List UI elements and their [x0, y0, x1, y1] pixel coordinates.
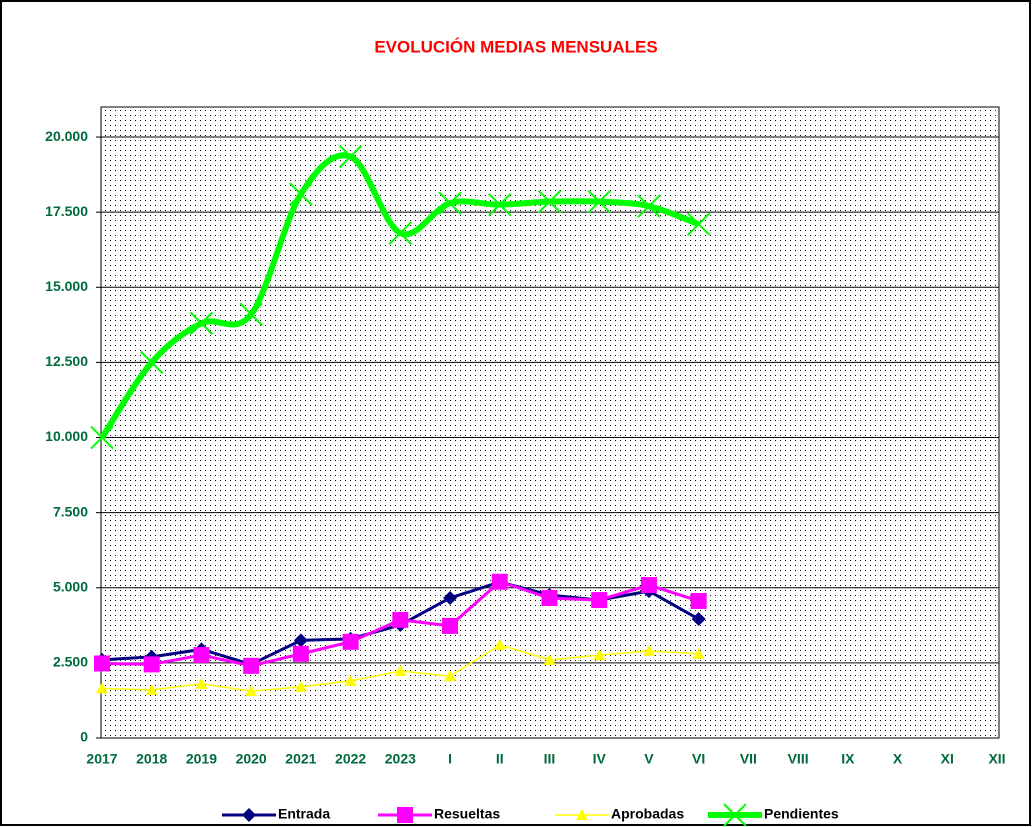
marker — [692, 647, 705, 659]
x-tick-label: VII — [740, 751, 757, 767]
legend-label: Pendientes — [764, 806, 839, 822]
y-tick-label: 15.000 — [45, 278, 88, 294]
marker — [587, 189, 611, 214]
marker — [294, 680, 307, 692]
y-tick-label: 0 — [80, 729, 88, 745]
x-tick-label: I — [448, 751, 452, 767]
marker — [493, 638, 506, 650]
marker — [488, 192, 512, 217]
x-tick-label: X — [893, 751, 903, 767]
marker — [145, 683, 158, 695]
x-tick-label: IV — [593, 751, 607, 767]
x-tick-label: II — [496, 751, 504, 767]
y-tick-label: 20.000 — [45, 128, 88, 144]
chart-title: EVOLUCIÓN MEDIAS MENSUALES — [374, 37, 657, 56]
marker — [245, 685, 258, 697]
marker — [543, 653, 556, 665]
y-tick-label: 2.500 — [53, 654, 88, 670]
marker — [239, 302, 263, 327]
marker — [541, 589, 558, 606]
x-tick-label: XI — [941, 751, 954, 767]
x-tick-label: VIII — [788, 751, 809, 767]
marker — [576, 809, 588, 820]
legend-label: Entrada — [278, 806, 330, 822]
x-tick-label: 2022 — [335, 751, 366, 767]
marker — [640, 577, 657, 594]
marker — [690, 592, 707, 609]
marker — [94, 655, 110, 672]
x-tick-label: 2017 — [86, 751, 117, 767]
y-tick-label: 17.500 — [45, 203, 88, 219]
marker — [292, 645, 309, 662]
marker — [242, 808, 256, 822]
y-tick-label: 10.000 — [45, 428, 88, 444]
y-tick-label: 7.500 — [53, 503, 88, 519]
marker — [443, 590, 458, 605]
marker — [193, 647, 210, 664]
marker — [691, 612, 706, 627]
marker — [344, 674, 357, 686]
marker — [686, 212, 711, 236]
marker — [90, 425, 114, 450]
marker — [394, 664, 407, 676]
x-tick-label: 2018 — [136, 751, 167, 767]
marker — [243, 657, 260, 674]
marker — [293, 633, 308, 648]
marker — [442, 617, 459, 634]
marker — [143, 656, 160, 673]
marker — [140, 350, 164, 375]
x-tick-label: VI — [692, 751, 705, 767]
marker — [397, 807, 413, 823]
marker — [338, 144, 363, 169]
marker — [591, 592, 608, 609]
x-tick-label: IX — [841, 751, 855, 767]
x-tick-label: V — [644, 751, 654, 767]
marker — [289, 182, 313, 206]
y-tick-label: 12.500 — [45, 353, 88, 369]
marker — [637, 194, 661, 218]
legend-label: Aprobadas — [611, 806, 684, 822]
marker — [438, 191, 462, 215]
x-tick-label: 2023 — [385, 751, 416, 767]
marker — [491, 573, 508, 590]
marker — [723, 803, 747, 827]
legend-label: Resueltas — [434, 806, 500, 822]
marker — [392, 611, 409, 628]
x-tick-label: XII — [988, 751, 1005, 767]
marker — [388, 221, 413, 245]
marker — [96, 682, 108, 694]
x-tick-label: 2021 — [285, 751, 316, 767]
x-tick-label: 2019 — [186, 751, 217, 767]
y-tick-label: 5.000 — [53, 578, 88, 594]
marker — [189, 311, 214, 336]
marker — [537, 189, 562, 214]
x-tick-label: 2020 — [236, 751, 267, 767]
marker — [444, 670, 457, 682]
marker — [195, 677, 208, 689]
marker — [342, 633, 359, 650]
marker — [593, 649, 606, 661]
x-tick-label: III — [544, 751, 556, 767]
marker — [642, 644, 655, 656]
